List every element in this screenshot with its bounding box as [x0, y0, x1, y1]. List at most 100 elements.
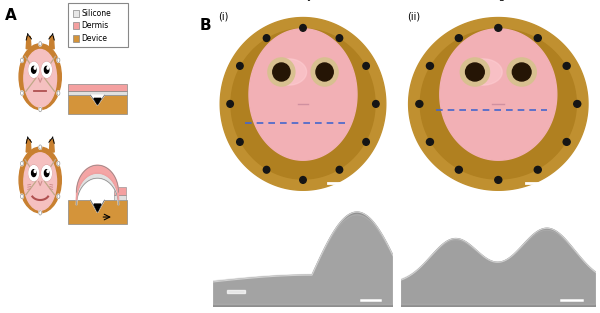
Circle shape — [29, 62, 38, 77]
Circle shape — [20, 91, 23, 95]
Polygon shape — [77, 173, 118, 205]
FancyBboxPatch shape — [68, 3, 128, 47]
Circle shape — [39, 107, 41, 112]
Polygon shape — [401, 230, 596, 305]
Circle shape — [574, 100, 581, 107]
Circle shape — [20, 58, 23, 63]
Circle shape — [227, 100, 233, 107]
Circle shape — [427, 63, 433, 69]
Ellipse shape — [24, 153, 56, 210]
Circle shape — [34, 170, 36, 172]
Circle shape — [42, 166, 52, 181]
Circle shape — [29, 166, 38, 181]
Circle shape — [19, 44, 61, 110]
Circle shape — [263, 167, 270, 173]
Bar — [114, 195, 126, 200]
Circle shape — [563, 139, 570, 145]
Polygon shape — [94, 204, 101, 211]
Text: (iii): (iii) — [218, 198, 234, 208]
Text: Silicone: Silicone — [81, 9, 111, 18]
Text: (i): (i) — [218, 12, 229, 22]
Text: (ii): (ii) — [407, 12, 420, 22]
Circle shape — [57, 194, 60, 199]
Circle shape — [39, 42, 41, 46]
Circle shape — [39, 145, 41, 149]
Circle shape — [300, 177, 306, 183]
Text: Device: Device — [81, 34, 107, 43]
Circle shape — [42, 62, 52, 77]
Polygon shape — [26, 37, 31, 49]
Polygon shape — [440, 29, 557, 160]
Circle shape — [32, 170, 36, 177]
Circle shape — [236, 139, 243, 145]
Circle shape — [263, 35, 270, 41]
Circle shape — [300, 24, 306, 31]
Circle shape — [336, 167, 343, 173]
Circle shape — [311, 58, 338, 86]
Circle shape — [534, 167, 541, 173]
Circle shape — [44, 170, 49, 177]
Text: (iv): (iv) — [407, 198, 423, 208]
Text: B: B — [200, 18, 211, 33]
Circle shape — [495, 177, 502, 183]
Polygon shape — [49, 140, 54, 152]
Polygon shape — [213, 215, 393, 305]
Polygon shape — [401, 297, 596, 307]
Circle shape — [39, 211, 41, 215]
Circle shape — [495, 24, 502, 31]
Circle shape — [466, 63, 484, 81]
Circle shape — [363, 139, 370, 145]
Circle shape — [32, 66, 36, 73]
Bar — [73, 22, 79, 29]
Circle shape — [534, 35, 541, 41]
Circle shape — [512, 63, 531, 81]
Polygon shape — [271, 59, 307, 85]
Text: A: A — [5, 8, 17, 23]
Polygon shape — [401, 228, 596, 307]
Circle shape — [268, 58, 295, 86]
Polygon shape — [77, 165, 118, 200]
Polygon shape — [249, 29, 357, 160]
Polygon shape — [227, 290, 245, 293]
Polygon shape — [463, 59, 502, 85]
Polygon shape — [26, 140, 31, 152]
Circle shape — [47, 170, 49, 172]
Polygon shape — [231, 29, 375, 179]
Polygon shape — [94, 98, 101, 104]
Circle shape — [373, 100, 379, 107]
Polygon shape — [213, 294, 393, 307]
Circle shape — [316, 63, 333, 81]
Circle shape — [507, 58, 536, 86]
Circle shape — [20, 194, 23, 199]
Circle shape — [57, 58, 60, 63]
Circle shape — [455, 167, 463, 173]
Polygon shape — [49, 37, 54, 49]
Circle shape — [563, 63, 570, 69]
Circle shape — [236, 63, 243, 69]
Polygon shape — [421, 29, 577, 179]
Polygon shape — [220, 18, 386, 190]
Bar — [73, 10, 79, 17]
Circle shape — [19, 147, 61, 213]
Bar — [73, 35, 79, 42]
Circle shape — [20, 162, 23, 166]
Circle shape — [47, 67, 49, 69]
Circle shape — [273, 63, 290, 81]
Polygon shape — [91, 95, 104, 105]
Polygon shape — [91, 200, 104, 213]
Polygon shape — [213, 212, 393, 307]
Circle shape — [416, 100, 423, 107]
Bar — [68, 200, 127, 224]
Bar — [68, 91, 127, 95]
Text: Ordinary face: Ordinary face — [265, 0, 341, 1]
Circle shape — [57, 91, 60, 95]
Circle shape — [363, 63, 370, 69]
Circle shape — [34, 67, 36, 69]
Text: Dermis: Dermis — [81, 22, 108, 30]
Circle shape — [460, 58, 490, 86]
Bar — [68, 95, 127, 114]
Circle shape — [427, 139, 433, 145]
Circle shape — [44, 66, 49, 73]
Ellipse shape — [24, 49, 56, 107]
Polygon shape — [409, 18, 588, 190]
